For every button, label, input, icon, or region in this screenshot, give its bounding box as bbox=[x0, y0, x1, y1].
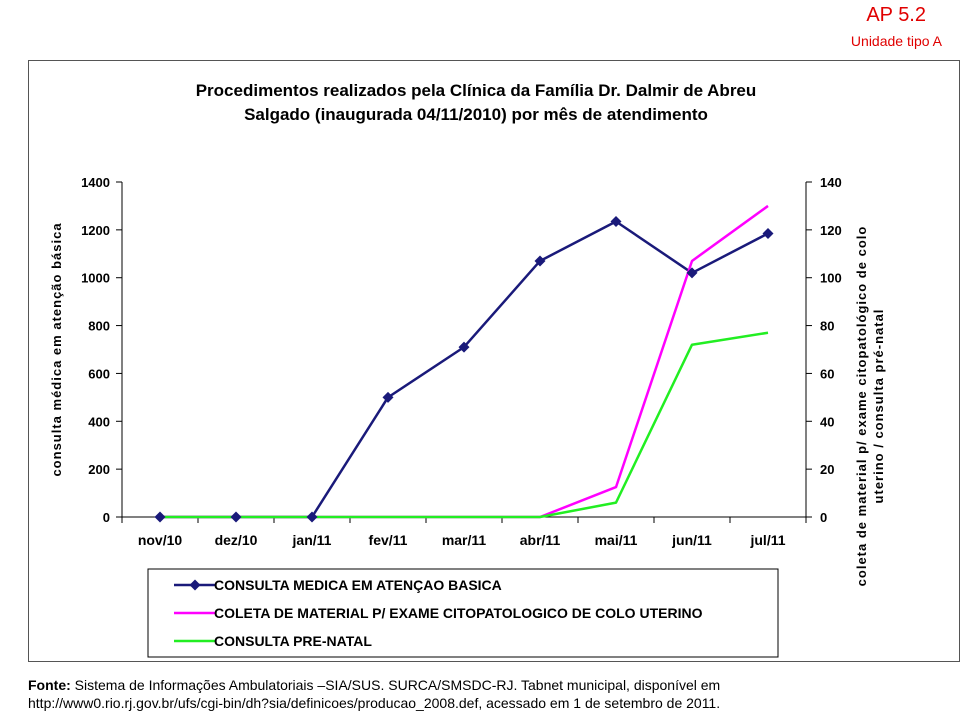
series-1-point bbox=[458, 341, 470, 353]
y-right-tick-label: 20 bbox=[820, 462, 834, 477]
x-tick-label: abr/11 bbox=[520, 532, 561, 548]
y-right-axis-label: coleta de material p/ exame citopatológi… bbox=[854, 226, 869, 587]
y-left-tick-label: 400 bbox=[88, 414, 110, 429]
y-left-tick-label: 0 bbox=[103, 510, 110, 525]
x-tick-label: jul/11 bbox=[749, 532, 785, 548]
chart-title-line: Salgado (inaugurada 04/11/2010) por mês … bbox=[244, 105, 708, 124]
x-tick-label: nov/10 bbox=[138, 532, 183, 548]
y-left-tick-label: 1000 bbox=[81, 271, 110, 286]
source-url: http://www0.rio.rj.gov.br/ufs/cgi-bin/dh… bbox=[28, 695, 721, 711]
y-right-tick-label: 140 bbox=[820, 175, 842, 190]
series-line-3 bbox=[160, 331, 769, 519]
series-1-point bbox=[154, 511, 166, 523]
y-right-tick-label: 80 bbox=[820, 319, 834, 334]
x-tick-label: fev/11 bbox=[369, 532, 408, 548]
y-left-tick-label: 800 bbox=[88, 319, 110, 334]
y-right-tick-label: 40 bbox=[820, 414, 834, 429]
series-1-point bbox=[610, 215, 622, 227]
y-left-tick-label: 200 bbox=[88, 462, 110, 477]
y-right-tick-label: 60 bbox=[820, 366, 834, 381]
series-line-2 bbox=[160, 204, 769, 519]
series-1-point bbox=[762, 227, 774, 239]
legend-entry-2: COLETA DE MATERIAL P/ EXAME CITOPATOLOGI… bbox=[214, 605, 703, 621]
chart-frame bbox=[28, 60, 960, 662]
legend-entry-3: CONSULTA PRE-NATAL bbox=[214, 633, 372, 649]
source-label: Fonte: bbox=[28, 677, 71, 693]
series-1-point bbox=[534, 255, 546, 267]
y-right-tick-label: 0 bbox=[820, 510, 827, 525]
x-tick-label: jan/11 bbox=[292, 532, 332, 548]
y-right-tick-label: 120 bbox=[820, 223, 842, 238]
x-tick-label: mai/11 bbox=[595, 532, 638, 548]
x-tick-label: mar/11 bbox=[442, 532, 487, 548]
y-right-tick-label: 100 bbox=[820, 271, 842, 286]
legend-entry-1: CONSULTA MEDICA EM ATENÇAO BASICA bbox=[214, 577, 502, 593]
series-1-point bbox=[382, 391, 394, 403]
y-left-tick-label: 1200 bbox=[81, 223, 110, 238]
series-1-point bbox=[230, 511, 242, 523]
series-1-point bbox=[306, 511, 318, 523]
y-right-axis-label: uterino / consulta pré-natal bbox=[871, 309, 886, 504]
series-line-1 bbox=[160, 220, 769, 519]
area-code-label: AP 5.2 bbox=[866, 4, 926, 26]
legend-box bbox=[147, 568, 779, 658]
legend-marker-1 bbox=[189, 579, 201, 591]
source-note: Fonte: Sistema de Informações Ambulatori… bbox=[28, 676, 828, 712]
chart-title-line: Procedimentos realizados pela Clínica da… bbox=[196, 81, 757, 100]
source-text: Sistema de Informações Ambulatoriais –SI… bbox=[70, 677, 721, 693]
y-left-tick-label: 600 bbox=[88, 366, 110, 381]
unit-type-label: Unidade tipo A bbox=[850, 33, 942, 49]
x-tick-label: dez/10 bbox=[215, 532, 258, 548]
x-tick-label: jun/11 bbox=[671, 532, 712, 548]
y-left-axis-label: consulta médica em atenção básica bbox=[49, 222, 64, 476]
series-1-point bbox=[686, 267, 698, 279]
y-left-tick-label: 1400 bbox=[81, 175, 110, 190]
line-chart: Procedimentos realizados pela Clínica da… bbox=[49, 81, 886, 658]
